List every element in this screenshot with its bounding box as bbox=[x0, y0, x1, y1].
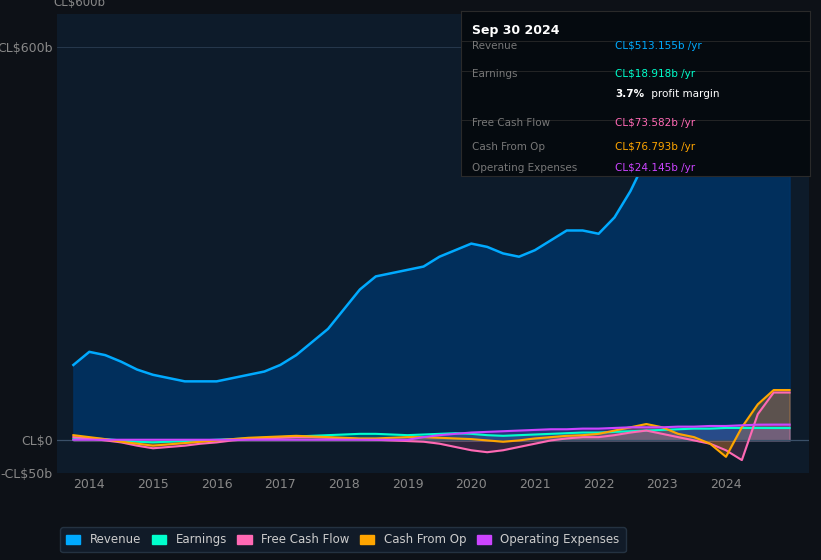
Text: CL$18.918b /yr: CL$18.918b /yr bbox=[615, 69, 695, 79]
Text: Cash From Op: Cash From Op bbox=[472, 142, 545, 152]
Text: Operating Expenses: Operating Expenses bbox=[472, 163, 577, 173]
Text: profit margin: profit margin bbox=[648, 88, 719, 99]
Text: CL$73.582b /yr: CL$73.582b /yr bbox=[615, 119, 695, 128]
Text: CL$76.793b /yr: CL$76.793b /yr bbox=[615, 142, 695, 152]
Text: CL$513.155b /yr: CL$513.155b /yr bbox=[615, 41, 702, 51]
Text: Earnings: Earnings bbox=[472, 69, 517, 79]
Text: Sep 30 2024: Sep 30 2024 bbox=[472, 25, 559, 38]
Text: 3.7%: 3.7% bbox=[615, 88, 644, 99]
Text: CL$600b: CL$600b bbox=[53, 0, 106, 10]
Text: Free Cash Flow: Free Cash Flow bbox=[472, 119, 550, 128]
Text: Revenue: Revenue bbox=[472, 41, 517, 51]
Legend: Revenue, Earnings, Free Cash Flow, Cash From Op, Operating Expenses: Revenue, Earnings, Free Cash Flow, Cash … bbox=[60, 528, 626, 552]
Text: CL$24.145b /yr: CL$24.145b /yr bbox=[615, 163, 695, 173]
